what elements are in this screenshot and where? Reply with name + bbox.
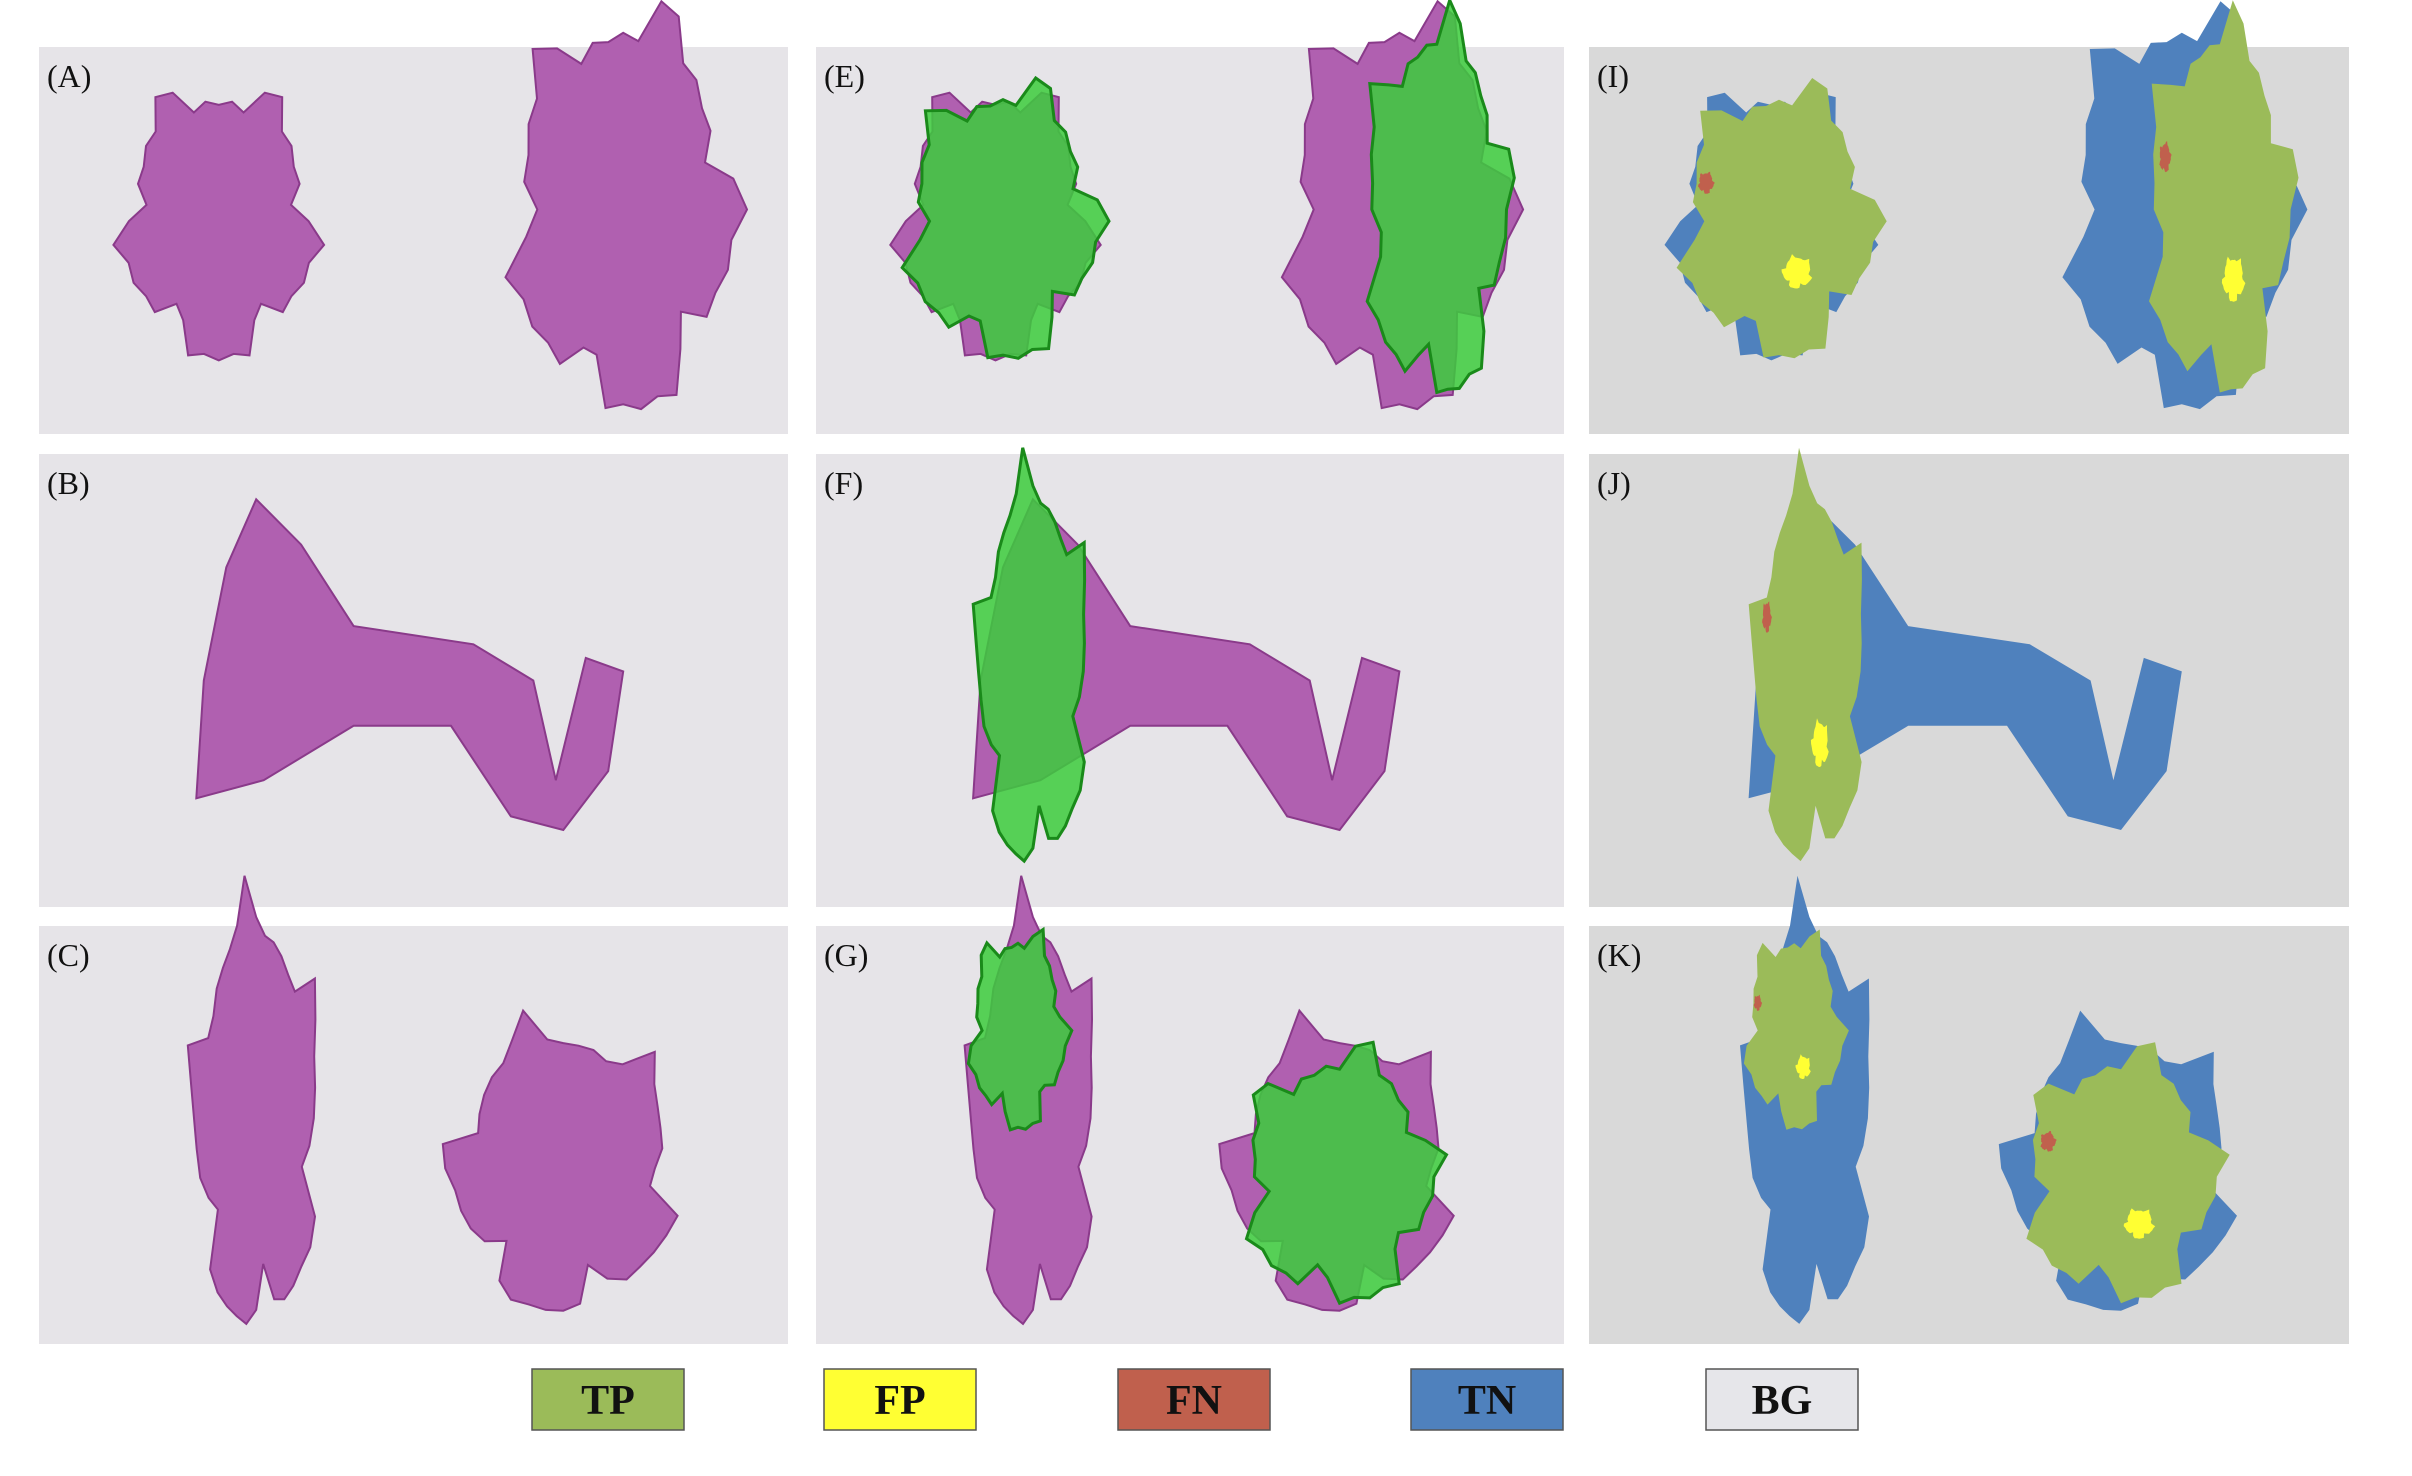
panel-label: (F): [824, 465, 863, 501]
legend-label: TP: [581, 1378, 635, 1424]
panel-background: [816, 926, 1564, 1344]
panel: (E): [816, 0, 1564, 434]
legend-label: FP: [874, 1378, 925, 1424]
panel-background: [39, 926, 788, 1344]
false-positive-spot: [2123, 1208, 2156, 1239]
panel-label: (E): [824, 58, 865, 94]
false-negative-spot: [2159, 141, 2172, 173]
legend-item: FP: [823, 1368, 977, 1431]
tissue: [112, 91, 326, 362]
legend-swatch: [531, 1368, 685, 1431]
panel-background: [1589, 926, 2349, 1344]
false-positive-spot: [1810, 718, 1829, 767]
tumor-overlay: [971, 447, 1087, 864]
panel-label: (I): [1597, 58, 1629, 94]
true-positive-region: [1748, 447, 1862, 862]
panel: (A): [39, 0, 788, 434]
false-positive-spot: [1795, 1054, 1811, 1079]
legend-item: BG: [1705, 1368, 1859, 1431]
legend-swatch: [1705, 1368, 1859, 1431]
true-positive-region: [2026, 1042, 2230, 1304]
panel-label: (G): [824, 937, 868, 973]
legend-swatch: [1410, 1368, 1564, 1431]
tumor-overlay: [966, 926, 1074, 1132]
tissue: [195, 497, 625, 832]
legend-swatch: [823, 1368, 977, 1431]
legend-item: TP: [531, 1368, 685, 1431]
false-negative-spot: [1698, 171, 1715, 194]
tissue: [441, 1008, 679, 1312]
tumor-overlay: [1365, 0, 1516, 395]
panel: (G): [816, 875, 1564, 1344]
tissue: [186, 875, 317, 1326]
panel-label: (C): [47, 937, 90, 973]
false-negative-spot: [1762, 601, 1772, 633]
panel: (I): [1589, 0, 2349, 434]
legend-swatch: [1117, 1368, 1271, 1431]
tumor-overlay: [900, 75, 1111, 360]
panel-label: (K): [1597, 937, 1641, 973]
false-positive-spot: [1781, 254, 1813, 289]
false-positive-spot: [2221, 256, 2246, 302]
legend-item: FN: [1117, 1368, 1271, 1431]
legend-label: TN: [1458, 1378, 1516, 1424]
legend-label: FN: [1166, 1378, 1222, 1424]
panel: (B): [39, 454, 788, 907]
legend-label: BG: [1752, 1378, 1813, 1424]
panel-label: (B): [47, 465, 90, 501]
panel-label: (J): [1597, 465, 1631, 501]
true-positive-region: [2149, 0, 2299, 393]
true-positive-region: [1676, 78, 1887, 359]
false-negative-spot: [2040, 1130, 2057, 1152]
tissue: [504, 0, 749, 411]
false-negative-spot: [1753, 994, 1763, 1011]
panel: (C): [39, 875, 788, 1344]
panel: (K): [1589, 875, 2349, 1344]
true-positive-region: [1743, 929, 1849, 1130]
tumor-overlay: [1244, 1040, 1449, 1306]
panel: (J): [1589, 447, 2349, 907]
panel: (F): [816, 447, 1564, 907]
panel-label: (A): [47, 58, 91, 94]
legend-item: TN: [1410, 1368, 1564, 1431]
